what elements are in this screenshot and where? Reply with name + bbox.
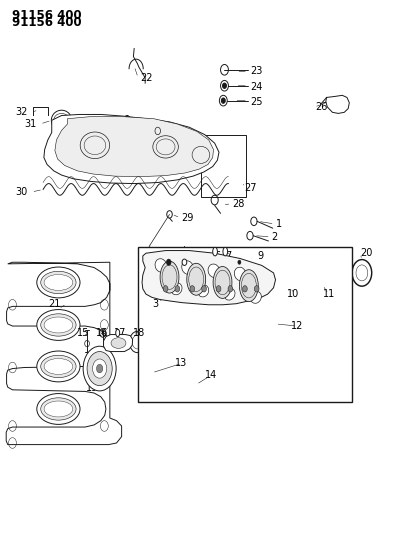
Bar [138,247,352,402]
Ellipse shape [44,317,73,333]
Ellipse shape [223,247,228,256]
Circle shape [166,259,171,265]
Text: 14: 14 [205,370,217,381]
Circle shape [163,286,168,292]
Text: 19: 19 [86,383,98,393]
Circle shape [216,286,221,292]
Circle shape [182,259,187,265]
Text: 11: 11 [323,289,335,299]
Circle shape [238,260,241,264]
Text: 7: 7 [225,251,231,261]
Ellipse shape [41,356,76,377]
Ellipse shape [37,267,80,298]
Text: 13: 13 [175,358,188,368]
Ellipse shape [44,401,73,417]
Text: 28: 28 [232,199,245,209]
Polygon shape [55,117,214,176]
Text: 2: 2 [271,232,278,242]
Ellipse shape [251,292,261,303]
Bar [201,135,246,197]
Circle shape [254,286,259,292]
Ellipse shape [208,264,220,278]
Text: 31: 31 [24,119,37,129]
Ellipse shape [155,259,167,272]
Ellipse shape [234,267,246,281]
Ellipse shape [37,393,80,424]
Circle shape [97,365,103,373]
Ellipse shape [41,314,76,336]
Circle shape [190,286,195,292]
Text: 8: 8 [238,261,244,270]
Ellipse shape [240,270,258,302]
Text: 27: 27 [244,183,256,193]
Ellipse shape [180,380,191,389]
Text: 12: 12 [291,321,304,331]
Ellipse shape [116,329,120,337]
Ellipse shape [213,266,232,298]
Text: 15: 15 [77,328,89,338]
Text: 25: 25 [250,96,262,107]
Ellipse shape [198,285,209,297]
Text: 18: 18 [134,328,146,338]
Text: 33: 33 [123,118,135,128]
Text: 3: 3 [152,298,158,309]
Text: 29: 29 [181,213,194,223]
Polygon shape [104,335,133,352]
Ellipse shape [187,263,206,295]
Text: 24: 24 [250,82,262,92]
Text: 5: 5 [183,256,190,266]
Polygon shape [6,262,122,445]
Text: 6: 6 [214,251,220,261]
Polygon shape [142,251,275,305]
Polygon shape [44,115,219,183]
Circle shape [175,286,180,292]
Ellipse shape [41,271,76,294]
Text: 9: 9 [258,251,264,261]
Text: 23: 23 [250,67,262,76]
Text: 30: 30 [16,187,28,197]
Circle shape [83,346,116,391]
Text: 21: 21 [49,298,61,309]
Text: 32: 32 [16,107,28,117]
Ellipse shape [160,261,179,293]
Circle shape [202,286,206,292]
Ellipse shape [171,283,182,295]
Ellipse shape [41,398,76,420]
Circle shape [243,286,247,292]
Text: 22: 22 [140,73,152,83]
Ellipse shape [37,310,80,341]
Text: 91156 400: 91156 400 [13,9,82,22]
Circle shape [221,98,225,103]
Text: 20: 20 [361,248,373,258]
Ellipse shape [111,338,126,349]
Circle shape [93,359,107,378]
Text: 4: 4 [164,256,170,266]
Circle shape [223,83,227,88]
Ellipse shape [224,288,235,300]
Text: 91156 400: 91156 400 [13,15,82,29]
Text: 17: 17 [114,328,126,338]
Ellipse shape [213,247,217,256]
Text: 16: 16 [96,328,108,338]
Circle shape [228,286,233,292]
Ellipse shape [44,274,73,290]
Ellipse shape [44,359,73,374]
Ellipse shape [182,261,193,274]
Text: 26: 26 [315,102,327,112]
Ellipse shape [37,351,80,382]
Circle shape [87,352,112,385]
Ellipse shape [177,378,193,391]
Text: 1: 1 [275,219,282,229]
Text: 10: 10 [287,289,299,299]
